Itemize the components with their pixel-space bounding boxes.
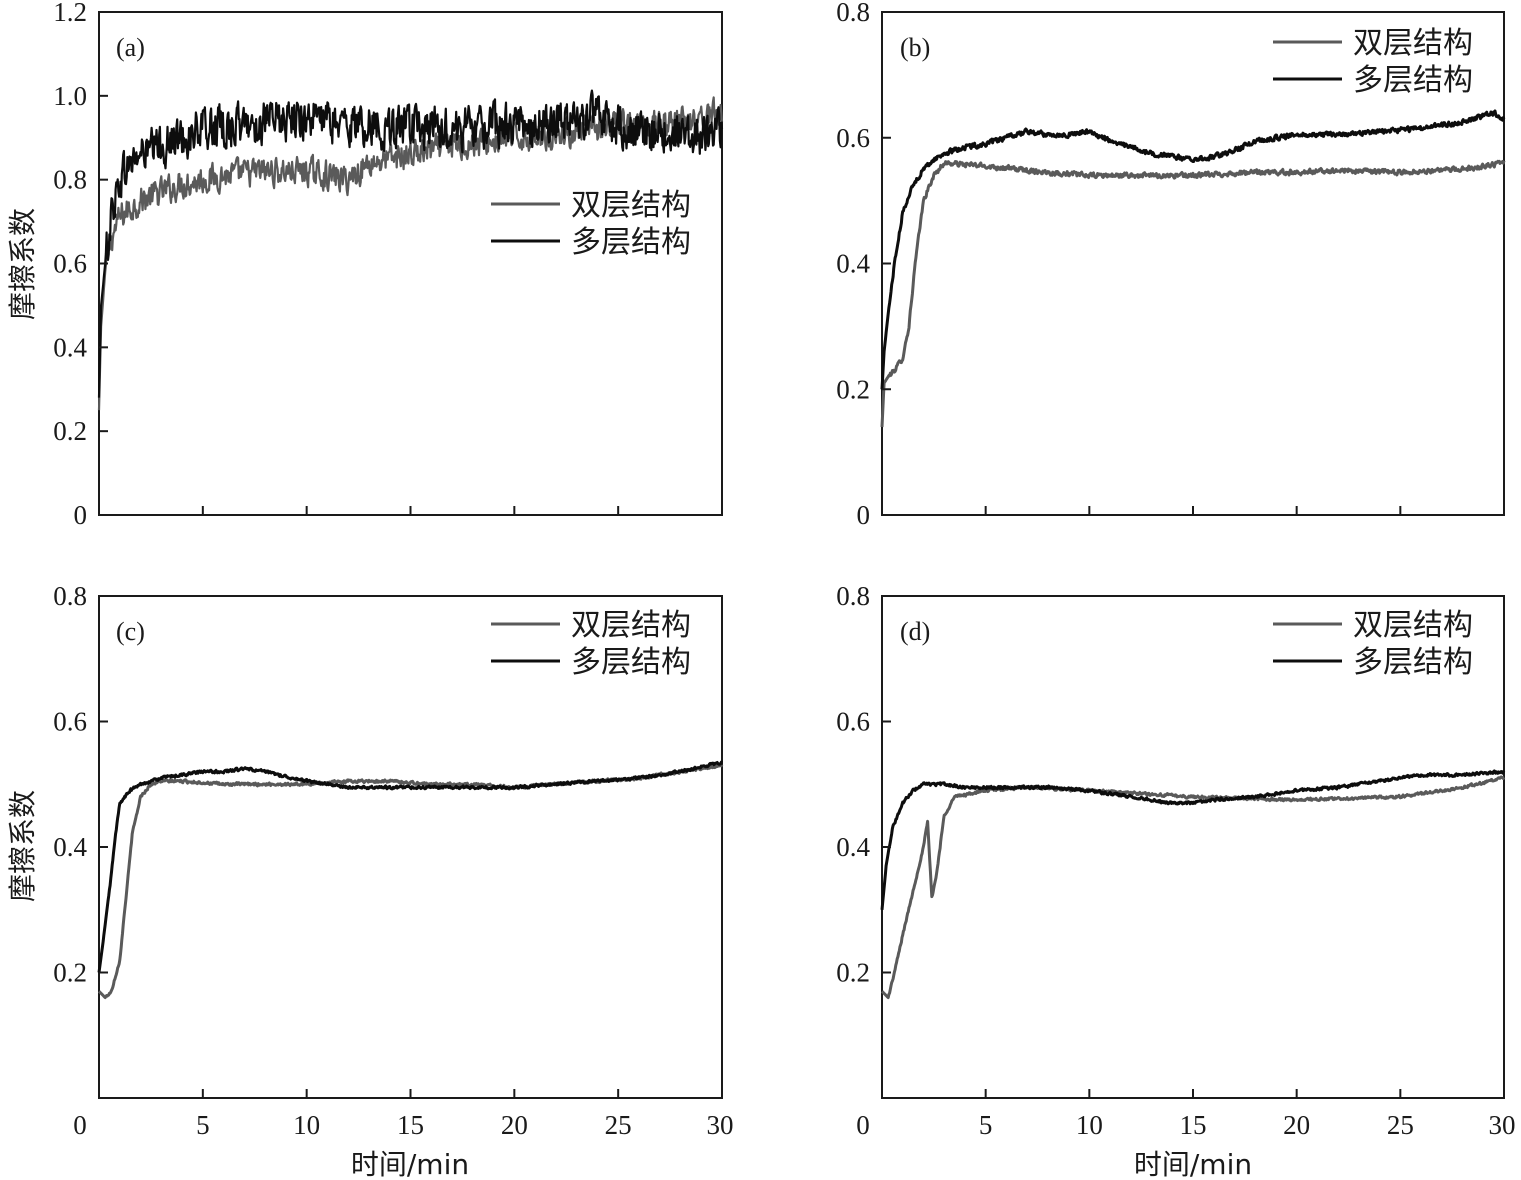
legend-label-duoceng: 多层结构	[1353, 645, 1473, 680]
x-tick-label: 30	[707, 1110, 734, 1140]
y-tick-label: 0.8	[836, 0, 870, 27]
series-line-duoceng	[97, 89, 724, 398]
y-tick-label: 0.8	[836, 581, 870, 611]
series-line-duoceng	[880, 109, 1506, 390]
y-tick-label: 0	[74, 500, 88, 530]
legend-label-duoceng: 多层结构	[1353, 63, 1473, 98]
legend-label-duoceng: 多层结构	[571, 645, 691, 680]
x-tick-label: 20	[501, 1110, 528, 1140]
legend: 双层结构 多层结构	[1273, 26, 1473, 98]
series-line-shuangceng	[97, 763, 724, 1000]
legend-label-shuangceng: 双层结构	[571, 188, 691, 223]
y-axis-title: 摩擦系数	[6, 790, 39, 902]
series-line-duoceng	[880, 769, 1506, 910]
x-tick-label: 5	[196, 1110, 210, 1140]
panel-label: (b)	[900, 33, 930, 62]
series-line-duoceng	[97, 760, 723, 973]
y-tick-label: 0.4	[836, 249, 870, 279]
x-tick-label: 25	[605, 1110, 632, 1140]
x-tick-label: 30	[1489, 1110, 1516, 1140]
panel-c: (c) 摩擦系数 时间/min 双层结构 多层结构 0.2 0.4 0.6 0.8 0 5…	[6, 581, 734, 1180]
x-tick-label: 20	[1283, 1110, 1310, 1140]
legend-label-shuangceng: 双层结构	[571, 608, 691, 643]
panel-a: (a) 摩擦系数 双层结构 多层结构 0 0.2 0.4 0.6 0.8 1.0 1.2	[6, 0, 724, 530]
legend: 双层结构 多层结构	[1273, 608, 1473, 680]
y-tick-label: 0.2	[53, 416, 87, 446]
panel-b: (b) 双层结构 多层结构 0 0.2 0.4 0.6 0.8	[836, 0, 1506, 530]
x-tick-label: 5	[979, 1110, 993, 1140]
series-line-shuangceng	[880, 159, 1506, 428]
legend-label-shuangceng: 双层结构	[1353, 608, 1473, 643]
x-tick-label: 10	[1076, 1110, 1103, 1140]
x-tick-label: 25	[1387, 1110, 1414, 1140]
series-line-shuangceng	[880, 775, 1506, 1000]
x-tick-label: 0	[73, 1110, 87, 1140]
x-tick-label: 0	[856, 1110, 870, 1140]
y-tick-label: 0.6	[836, 123, 870, 153]
panel-label: (d)	[900, 617, 930, 646]
y-tick-label: 0.6	[53, 707, 87, 737]
plot-area-frame	[98, 11, 723, 516]
y-tick-label: 0.6	[53, 249, 87, 279]
y-tick-label: 0.2	[53, 958, 87, 988]
y-tick-label: 1.0	[53, 81, 87, 111]
y-tick-label: 0.4	[53, 832, 87, 862]
y-tick-label: 1.2	[53, 0, 87, 27]
x-tick-label: 15	[1180, 1110, 1207, 1140]
x-tick-label: 10	[293, 1110, 320, 1140]
legend: 双层结构 多层结构	[491, 188, 691, 260]
legend: 双层结构 多层结构	[491, 608, 691, 680]
y-tick-label: 0.8	[53, 581, 87, 611]
y-tick-label: 0.4	[53, 332, 87, 362]
y-tick-label: 0.4	[836, 832, 870, 862]
panel-label: (a)	[116, 33, 145, 62]
legend-label-duoceng: 多层结构	[571, 225, 691, 260]
panel-d: (d) 时间/min 双层结构 多层结构 0.2 0.4 0.6 0.8 0 5 10 15 2…	[836, 581, 1515, 1180]
x-axis-title: 时间/min	[351, 1148, 469, 1180]
y-axis-title: 摩擦系数	[6, 208, 39, 320]
y-tick-label: 0.8	[53, 165, 87, 195]
x-axis-title: 时间/min	[1134, 1148, 1252, 1180]
y-tick-label: 0.6	[836, 707, 870, 737]
panel-label: (c)	[116, 617, 145, 646]
x-tick-label: 15	[397, 1110, 424, 1140]
y-tick-label: 0	[857, 500, 871, 530]
y-tick-label: 0.2	[836, 374, 870, 404]
legend-label-shuangceng: 双层结构	[1353, 26, 1473, 61]
y-tick-label: 0.2	[836, 958, 870, 988]
